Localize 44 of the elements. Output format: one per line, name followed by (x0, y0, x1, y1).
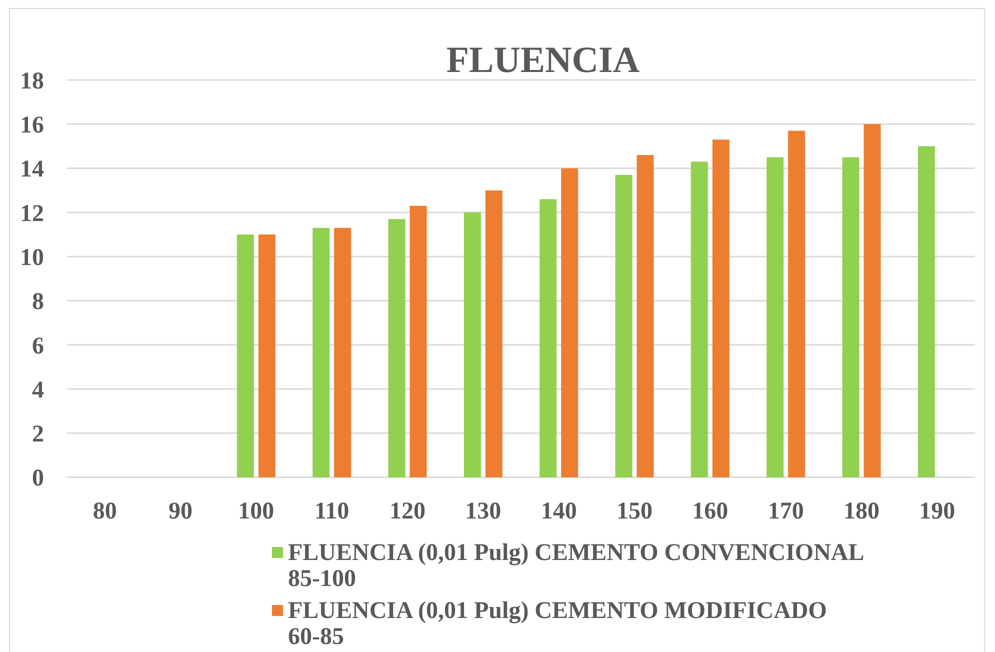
legend-label: FLUENCIA (0,01 Pulg) CEMENTO CONVENCIONAL 85-100 (288, 540, 864, 592)
bar (485, 190, 502, 478)
y-tick-label: 6 (32, 333, 44, 360)
x-tick-label: 150 (616, 498, 652, 524)
y-tick-label: 8 (32, 289, 44, 316)
bar (864, 124, 881, 478)
y-tick-label: 10 (20, 244, 44, 271)
chart-title: FLUENCIA (446, 40, 640, 81)
x-tick-label: 100 (238, 498, 274, 524)
bar (410, 206, 427, 478)
x-tick-label: 140 (540, 498, 577, 524)
bar (561, 168, 578, 478)
x-tick-label: 190 (919, 498, 956, 524)
y-tick-label: 12 (20, 200, 44, 227)
y-tick-label: 18 (20, 68, 44, 94)
bar (312, 228, 330, 478)
y-tick-label: 4 (32, 377, 44, 404)
bar (388, 219, 406, 478)
y-tick-label: 2 (32, 422, 44, 448)
bar (788, 130, 806, 478)
legend-label: FLUENCIA (0,01 Pulg) CEMENTO MODIFICADO 60-85 (288, 598, 827, 650)
x-tick-label: 120 (390, 498, 426, 524)
x-tick-label: 130 (465, 498, 502, 524)
bar (636, 155, 654, 478)
y-tick-label: 14 (20, 156, 44, 183)
bar (918, 146, 935, 478)
bar (842, 157, 860, 478)
x-tick-label: 110 (314, 498, 350, 524)
x-tick-label: 90 (168, 498, 192, 524)
bar (334, 228, 352, 478)
bar (236, 234, 254, 478)
x-tick-label: 160 (692, 498, 728, 524)
x-tick-label: 170 (768, 498, 804, 524)
bar (540, 199, 557, 478)
bar (690, 162, 708, 478)
bar (766, 157, 784, 478)
y-tick-label: 0 (32, 466, 44, 492)
x-tick-label: 180 (844, 498, 880, 524)
bar (464, 212, 481, 478)
bar (615, 174, 632, 478)
x-tick-label: 80 (92, 498, 117, 524)
bar (258, 234, 276, 478)
bar (712, 140, 730, 478)
y-tick-label: 16 (20, 112, 44, 139)
